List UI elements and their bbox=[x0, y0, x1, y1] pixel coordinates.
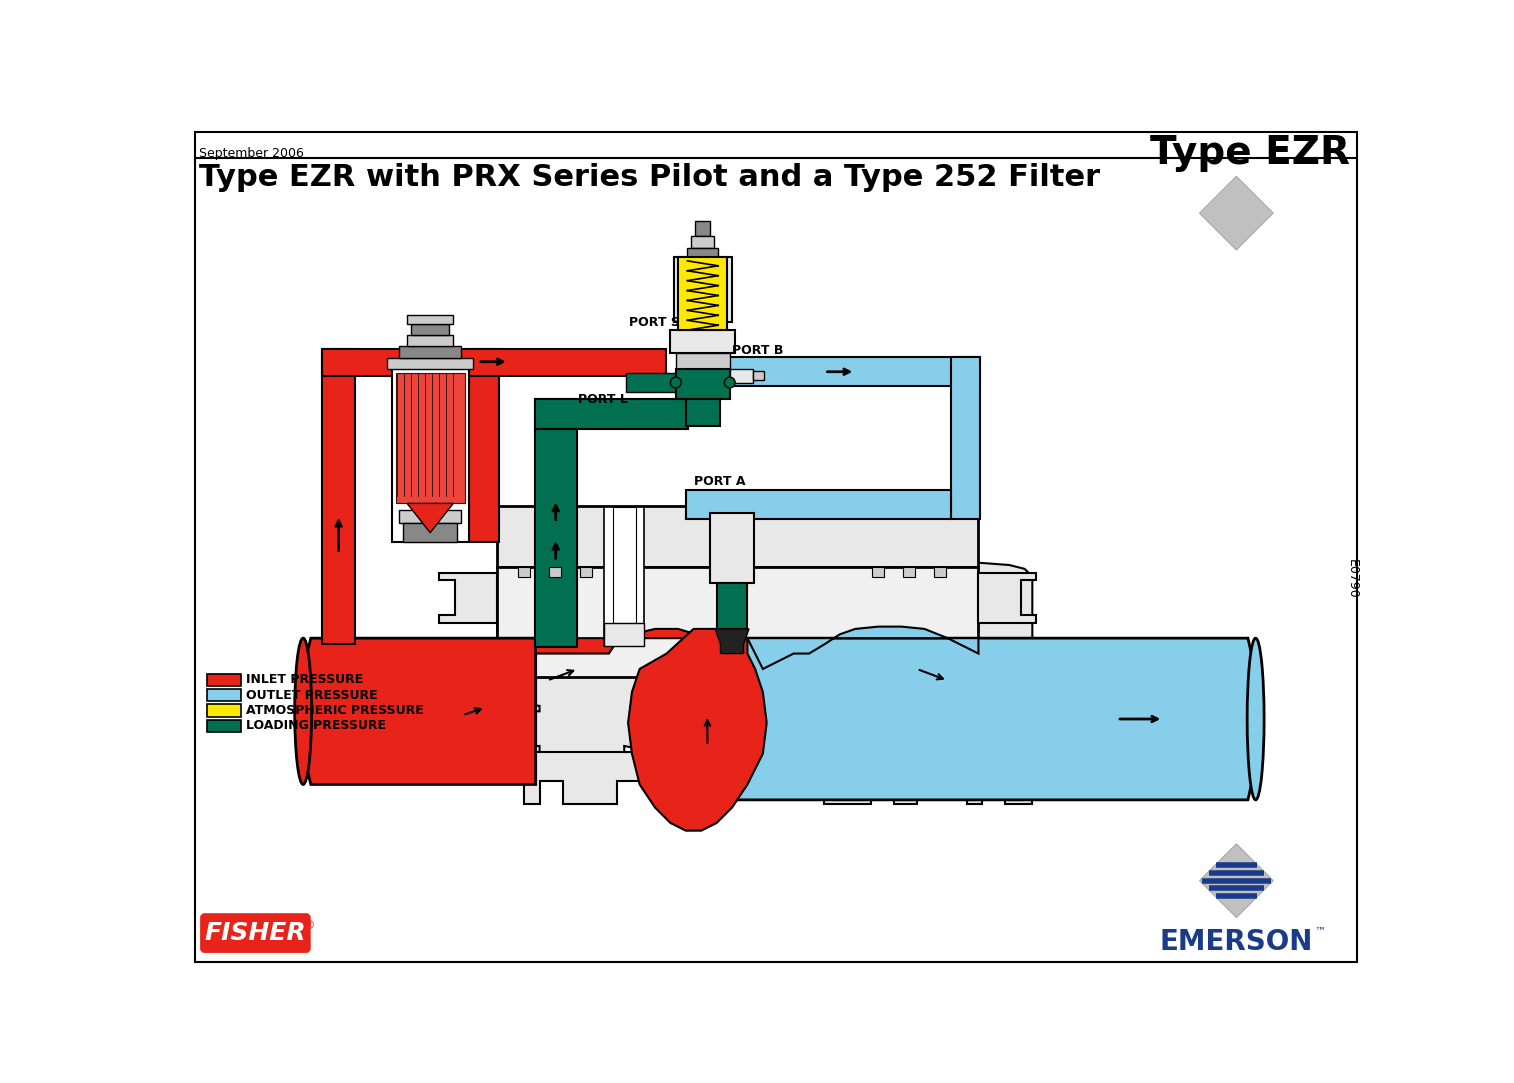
Bar bbox=[410, 324, 450, 335]
Bar bbox=[407, 315, 453, 324]
Bar bbox=[322, 349, 354, 644]
Text: September 2006: September 2006 bbox=[200, 147, 304, 160]
Text: EMERSON: EMERSON bbox=[1160, 928, 1313, 956]
Bar bbox=[716, 583, 748, 629]
Polygon shape bbox=[497, 563, 1033, 761]
Ellipse shape bbox=[671, 377, 681, 388]
Bar bbox=[497, 567, 978, 677]
Polygon shape bbox=[407, 504, 453, 533]
Bar bbox=[400, 510, 460, 523]
Polygon shape bbox=[439, 573, 497, 623]
Bar bbox=[675, 368, 730, 400]
Text: ATMOSPHERIC PRESSURE: ATMOSPHERIC PRESSURE bbox=[247, 704, 424, 717]
FancyBboxPatch shape bbox=[201, 914, 309, 952]
Bar bbox=[403, 523, 457, 542]
Text: Type EZR: Type EZR bbox=[1151, 134, 1350, 172]
Bar bbox=[671, 330, 736, 353]
Text: INLET PRESSURE: INLET PRESSURE bbox=[247, 674, 363, 687]
Bar bbox=[710, 513, 754, 583]
Text: PORT L: PORT L bbox=[578, 393, 628, 406]
Text: E0790: E0790 bbox=[1346, 559, 1360, 599]
Bar bbox=[497, 506, 978, 567]
Ellipse shape bbox=[1248, 638, 1264, 800]
Polygon shape bbox=[978, 573, 1036, 623]
Bar bbox=[580, 567, 592, 576]
Bar bbox=[548, 567, 562, 576]
Bar bbox=[613, 507, 636, 623]
Polygon shape bbox=[1199, 844, 1273, 917]
Bar bbox=[678, 257, 727, 330]
Bar bbox=[625, 374, 677, 392]
Text: ®: ® bbox=[303, 918, 315, 931]
Polygon shape bbox=[1199, 177, 1273, 250]
Text: OUTLET PRESSURE: OUTLET PRESSURE bbox=[247, 689, 378, 702]
Bar bbox=[934, 567, 946, 576]
Bar bbox=[207, 704, 241, 717]
Bar bbox=[407, 335, 453, 345]
Ellipse shape bbox=[724, 377, 736, 388]
Ellipse shape bbox=[295, 638, 312, 784]
Text: LOADING PRESSURE: LOADING PRESSURE bbox=[247, 719, 386, 732]
Text: ™: ™ bbox=[1314, 927, 1325, 937]
Bar bbox=[716, 357, 980, 387]
Polygon shape bbox=[715, 629, 749, 653]
Bar bbox=[469, 349, 500, 542]
Polygon shape bbox=[536, 629, 733, 653]
Bar bbox=[675, 353, 730, 368]
Bar bbox=[752, 371, 765, 380]
Text: Type EZR with PRX Series Pilot and a Type 252 Filter: Type EZR with PRX Series Pilot and a Typ… bbox=[200, 164, 1101, 192]
Bar bbox=[400, 345, 460, 357]
Text: PORT A: PORT A bbox=[693, 475, 745, 488]
Bar bbox=[534, 400, 689, 429]
Bar bbox=[207, 720, 241, 732]
Polygon shape bbox=[524, 752, 686, 804]
Polygon shape bbox=[755, 752, 917, 804]
Bar bbox=[692, 236, 715, 248]
Bar bbox=[674, 257, 733, 323]
Polygon shape bbox=[733, 638, 1263, 800]
Polygon shape bbox=[628, 629, 766, 831]
Bar bbox=[388, 357, 474, 368]
Bar bbox=[392, 368, 469, 542]
Text: PORT S: PORT S bbox=[628, 315, 680, 328]
Bar bbox=[604, 623, 645, 645]
Bar bbox=[534, 400, 577, 648]
Text: PORT B: PORT B bbox=[733, 344, 783, 357]
Polygon shape bbox=[733, 627, 978, 669]
Polygon shape bbox=[295, 638, 536, 784]
Bar bbox=[322, 349, 666, 376]
Bar bbox=[518, 567, 530, 576]
Bar bbox=[686, 490, 951, 519]
Bar bbox=[902, 567, 916, 576]
Bar bbox=[730, 368, 752, 382]
Text: FISHER: FISHER bbox=[204, 921, 306, 945]
Bar bbox=[395, 373, 465, 504]
Bar bbox=[687, 248, 718, 257]
Bar bbox=[604, 507, 645, 645]
Bar bbox=[207, 689, 241, 702]
Bar bbox=[207, 674, 241, 686]
Polygon shape bbox=[967, 752, 1033, 804]
Bar bbox=[686, 400, 719, 427]
Bar bbox=[872, 567, 884, 576]
Bar bbox=[951, 357, 980, 519]
Bar bbox=[695, 221, 710, 236]
